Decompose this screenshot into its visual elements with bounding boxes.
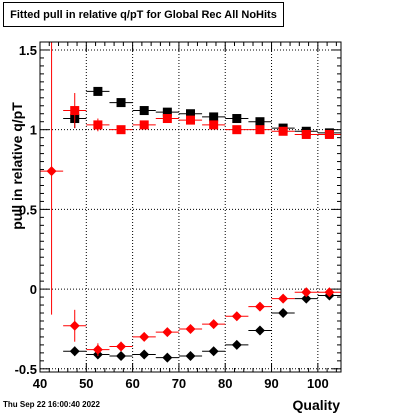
data-point-diamond [278, 308, 289, 319]
data-point-diamond [231, 311, 242, 322]
data-point-diamond [162, 327, 173, 338]
data-point-diamond [278, 293, 289, 304]
data-point-diamond [254, 301, 265, 312]
data-point-diamond [301, 287, 312, 298]
data-point-square [162, 114, 172, 124]
data-point-square [139, 106, 149, 116]
plot-frame [39, 41, 342, 373]
data-point-square [232, 114, 242, 124]
data-point-square [255, 117, 265, 127]
data-point-square [209, 112, 219, 122]
y-tick-label: 1 [30, 123, 37, 138]
data-point-diamond [139, 331, 150, 342]
data-point-diamond [254, 325, 265, 336]
data-point-diamond [69, 346, 80, 357]
y-tick-label: 1.5 [19, 43, 37, 58]
y-tick-label: 0 [30, 282, 37, 297]
data-point-diamond [46, 166, 57, 177]
y-tick-label: -0.5 [15, 362, 37, 377]
data-point-diamond [208, 346, 219, 357]
x-axis-title: Quality [292, 397, 340, 413]
data-point-diamond [92, 344, 103, 355]
axes: 40 50 60 70 80 90 100 -0.5 0 0.5 1 1.5 [15, 41, 341, 391]
data-point-square [232, 125, 242, 135]
data-point-square [209, 120, 219, 130]
data-point-square [139, 120, 149, 130]
data-point-square [186, 109, 195, 119]
data-point-diamond [324, 287, 335, 298]
data-point-diamond [116, 341, 127, 352]
x-tick-label: 90 [264, 376, 278, 391]
data-point-square [162, 107, 172, 117]
data-point-square [255, 125, 265, 135]
x-tick-label: 40 [33, 376, 47, 391]
x-tick-label: 70 [172, 376, 186, 391]
data-point-square [324, 129, 334, 139]
data-point-diamond [162, 352, 173, 363]
timestamp-label: Thu Sep 22 16:00:40 2022 [3, 400, 100, 409]
data-point-diamond [301, 293, 312, 304]
data-point-square [116, 98, 126, 108]
data-point-diamond [185, 351, 196, 362]
x-tick-label: 80 [218, 376, 232, 391]
y-tick-label: 0.5 [19, 202, 37, 217]
data-point-diamond [208, 319, 219, 330]
data-point-diamond [116, 351, 127, 362]
data-point-square [93, 86, 103, 96]
data-point-square [278, 126, 288, 136]
data-point-square [116, 125, 126, 135]
x-tick-label: 50 [79, 376, 93, 391]
data-point-diamond [69, 320, 80, 331]
data-point-diamond [139, 349, 150, 360]
data-point-diamond [185, 323, 196, 334]
grid [40, 42, 341, 372]
x-tick-label: 100 [307, 376, 329, 391]
data-point-square [186, 115, 195, 125]
data-point-square [70, 106, 80, 116]
x-tick-label: 60 [125, 376, 139, 391]
chart-title: Fitted pull in relative q/pT for Global … [3, 2, 284, 27]
data-point-diamond [231, 339, 242, 350]
y-axis-title: pull in relative q/pT [9, 102, 25, 230]
data-point-square [301, 129, 311, 139]
data-series [40, 42, 341, 363]
data-point-square [93, 120, 103, 130]
